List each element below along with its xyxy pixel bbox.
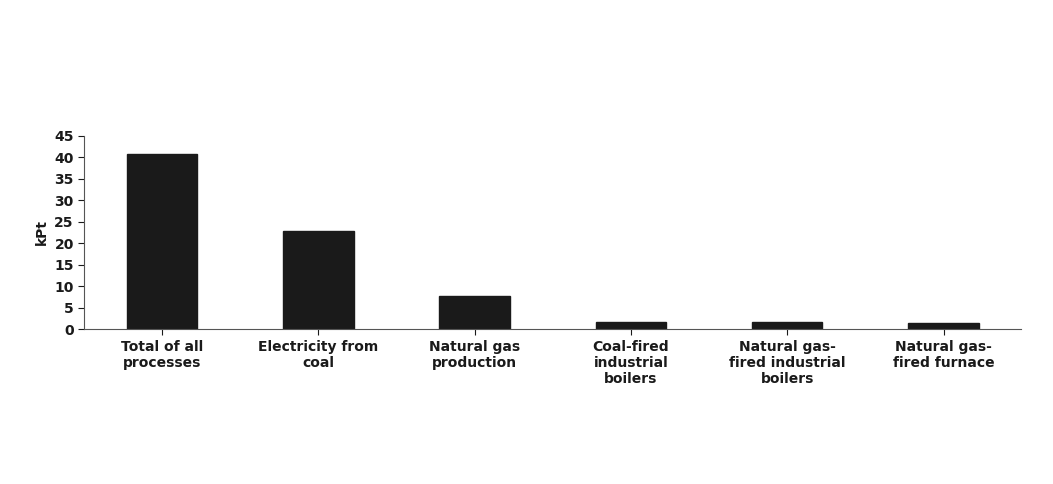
Bar <box>439 296 510 329</box>
Y-axis label: kPt: kPt <box>35 219 48 245</box>
Bar <box>126 154 197 329</box>
Bar <box>909 323 979 329</box>
Bar <box>283 231 354 329</box>
Bar <box>752 322 822 329</box>
Bar <box>596 322 667 329</box>
